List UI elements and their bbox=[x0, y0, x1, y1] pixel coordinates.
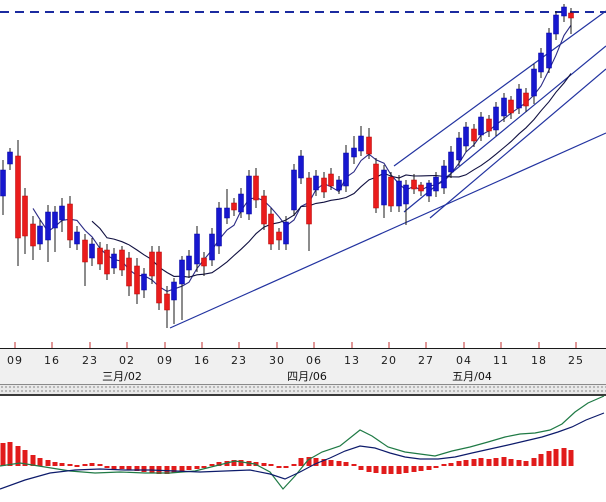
x-tick-label: 20 bbox=[381, 354, 397, 367]
panel-splitter-handle[interactable] bbox=[0, 384, 606, 396]
x-tick-label: 02 bbox=[119, 354, 135, 367]
x-month-label: 五月/04 bbox=[452, 370, 492, 383]
x-tick-label: 25 bbox=[568, 354, 584, 367]
candlestick-chart-panel bbox=[0, 0, 606, 348]
x-month-label: 三月/02 bbox=[102, 370, 142, 383]
x-tick-label: 18 bbox=[531, 354, 547, 367]
x-tick-label: 23 bbox=[231, 354, 247, 367]
x-tick-label: 04 bbox=[456, 354, 472, 367]
macd-indicator-panel bbox=[0, 396, 606, 502]
date-axis: 09 16 23 02 09 16 23 30 06 13 20 27 04 11 18 25 三月/02 四月/… bbox=[0, 348, 606, 384]
x-tick-label: 13 bbox=[344, 354, 360, 367]
x-tick-label: 11 bbox=[493, 354, 509, 367]
x-tick-label: 16 bbox=[44, 354, 60, 367]
x-month-label: 四月/06 bbox=[287, 370, 327, 383]
x-tick-label: 16 bbox=[194, 354, 210, 367]
x-tick-label: 23 bbox=[82, 354, 98, 367]
x-tick-label: 09 bbox=[157, 354, 173, 367]
x-tick-label: 30 bbox=[269, 354, 285, 367]
x-tick-label: 06 bbox=[306, 354, 322, 367]
x-tick-label: 27 bbox=[418, 354, 434, 367]
x-tick-label: 09 bbox=[7, 354, 23, 367]
